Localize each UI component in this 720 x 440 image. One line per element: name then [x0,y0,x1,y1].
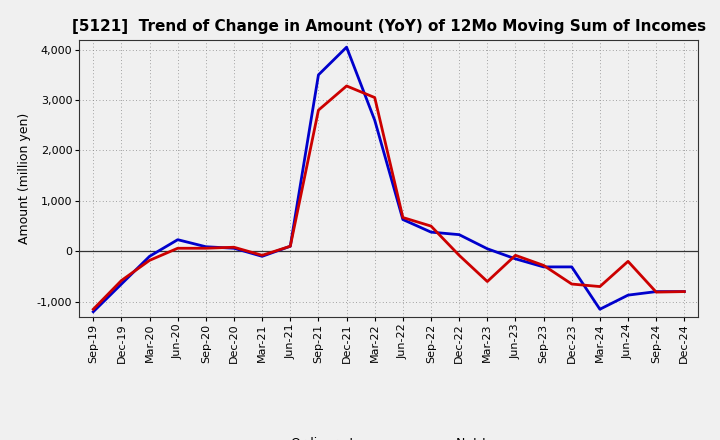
Net Income [427,224,436,229]
Ordinary Income [511,256,520,261]
Net Income [455,253,464,258]
Net Income [342,83,351,88]
Legend: Ordinary Income, Net Income: Ordinary Income, Net Income [245,432,533,440]
Ordinary Income [314,72,323,77]
Net Income [680,289,688,294]
Y-axis label: Amount (million yen): Amount (million yen) [18,113,31,244]
Net Income [286,244,294,249]
Ordinary Income [145,254,154,259]
Line: Ordinary Income: Ordinary Income [94,47,684,312]
Net Income [624,259,632,264]
Ordinary Income [680,289,688,294]
Net Income [539,263,548,268]
Net Income [567,282,576,287]
Ordinary Income [399,217,408,222]
Ordinary Income [595,307,604,312]
Ordinary Income [567,264,576,270]
Net Income [399,215,408,220]
Ordinary Income [427,230,436,235]
Net Income [117,278,126,283]
Ordinary Income [286,244,294,249]
Ordinary Income [202,244,210,249]
Ordinary Income [89,309,98,315]
Title: [5121]  Trend of Change in Amount (YoY) of 12Mo Moving Sum of Incomes: [5121] Trend of Change in Amount (YoY) o… [72,19,706,34]
Ordinary Income [174,237,182,242]
Ordinary Income [342,44,351,50]
Net Income [652,290,660,295]
Net Income [511,253,520,258]
Ordinary Income [230,246,238,251]
Ordinary Income [370,117,379,123]
Net Income [230,245,238,250]
Net Income [174,246,182,251]
Net Income [595,284,604,289]
Net Income [314,107,323,113]
Net Income [202,246,210,251]
Ordinary Income [258,254,266,259]
Ordinary Income [117,282,126,287]
Ordinary Income [483,246,492,251]
Net Income [483,279,492,284]
Net Income [145,258,154,263]
Net Income [89,307,98,312]
Line: Net Income: Net Income [94,86,684,309]
Ordinary Income [652,289,660,294]
Net Income [258,253,266,258]
Ordinary Income [539,264,548,270]
Ordinary Income [455,232,464,237]
Net Income [370,95,379,100]
Ordinary Income [624,293,632,298]
